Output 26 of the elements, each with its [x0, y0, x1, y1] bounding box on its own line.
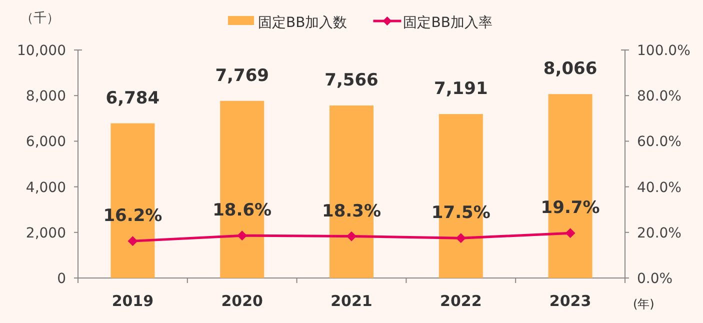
x-tick-label: 2022: [440, 292, 482, 310]
x-tick-label: 2020: [221, 292, 263, 310]
y-tick-label: 6,000: [26, 134, 66, 150]
y2-tick-label: 0.0%: [637, 271, 673, 287]
x-tick-label: 2021: [330, 292, 372, 310]
y2-tick-label: 60.0%: [637, 134, 682, 150]
y2-tick-label: 20.0%: [637, 225, 682, 242]
legend-label: 固定BB加入率: [403, 15, 492, 31]
x-tick-label: 2023: [549, 292, 592, 310]
y-tick-label: 4,000: [26, 180, 66, 196]
y-tick-label: 2,000: [26, 225, 66, 242]
data-label: 8,066: [543, 59, 598, 80]
data-label: 7,769: [215, 66, 269, 86]
y-tick-label: 10,000: [17, 43, 66, 59]
y-tick-label: 0: [57, 271, 66, 287]
data-label: 6,784: [106, 88, 160, 108]
data-label: 7,566: [324, 70, 378, 90]
y2-tick-label: 100.0%: [637, 43, 690, 59]
y-tick-label: 8,000: [26, 88, 66, 105]
x-tick-label: 2019: [112, 292, 154, 310]
data-label: 7,191: [434, 79, 488, 100]
legend-label: 固定BB加入数: [258, 15, 348, 31]
y2-tick-label: 40.0%: [637, 180, 682, 196]
y2-tick-label: 80.0%: [637, 88, 682, 105]
x-axis-title: (年): [633, 297, 654, 311]
y-axis-title: （千）: [20, 11, 60, 26]
